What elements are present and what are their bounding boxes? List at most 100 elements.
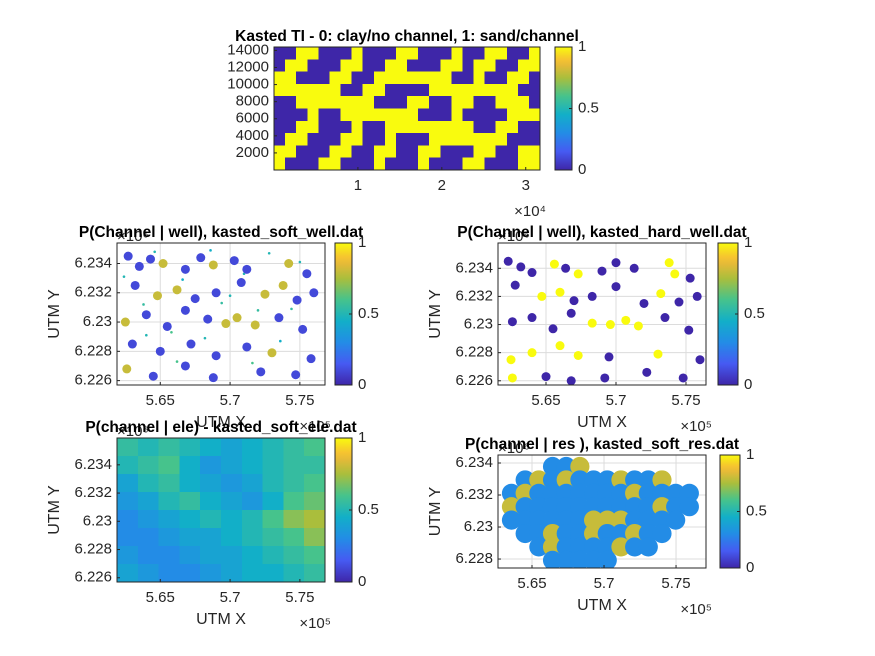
heatmap-cell [373, 120, 386, 134]
heatmap-cell [373, 157, 386, 170]
y-tick-label: 6000 [236, 110, 269, 127]
heatmap-cell [462, 133, 475, 146]
heatmap-cell [362, 120, 375, 134]
heatmap-cell [283, 456, 305, 475]
heatmap-cell [528, 133, 540, 146]
scatter-point [561, 263, 571, 273]
heatmap-cell [517, 47, 530, 60]
heatmap-cell [307, 96, 319, 110]
cell-point [652, 523, 672, 544]
heatmap-cell [440, 133, 452, 146]
scatter-point [573, 350, 583, 360]
heatmap-cell [307, 157, 319, 170]
heatmap-cell [241, 492, 264, 511]
scatter-point [566, 376, 576, 385]
heatmap-cell [384, 59, 397, 73]
heatmap-cell [285, 145, 297, 159]
scatter-point [527, 348, 537, 358]
heatmap-cell [318, 145, 331, 159]
heatmap-cell [340, 47, 353, 60]
y-axis-label: UTM Y [427, 486, 444, 536]
heatmap-cell [418, 96, 430, 110]
subplot: 5.65 5.7 5.75 6.228 6.23 6.232 6.234 UTM X UTM Y… [427, 436, 767, 618]
scatter-point [642, 367, 652, 377]
subplot: 5.65 5.7 5.75 6.226 6.228 6.23 6.232 6.234 UTM X… [46, 419, 379, 632]
x-tick-label: 2 [438, 177, 446, 194]
colorbar-tick-label: 0.5 [744, 305, 765, 322]
heatmap-cell [373, 133, 386, 146]
heatmap-cell [429, 108, 441, 122]
heatmap-cell [418, 157, 430, 170]
scatter-point [506, 355, 516, 365]
cell-point [515, 510, 535, 530]
scatter-point [221, 319, 231, 329]
scatter-point [190, 294, 200, 304]
heatmap-cell [283, 438, 305, 457]
cell-point [597, 510, 617, 530]
x-tick-label: 5.75 [285, 392, 314, 409]
heatmap-cell [296, 120, 308, 134]
cell-point [597, 483, 617, 503]
heatmap-cell [262, 564, 284, 582]
x-tick-label: 5.65 [517, 575, 546, 592]
x-axis-label: UTM X [577, 414, 627, 431]
scatter-point [130, 280, 140, 290]
colorbar-tick-label: 0 [358, 573, 366, 590]
scatter-point [158, 258, 168, 268]
scatter-point [170, 330, 173, 334]
heatmap-cell [351, 96, 364, 110]
scatter-point [180, 305, 190, 315]
scatter-point [122, 275, 126, 278]
scatter-point [587, 318, 597, 328]
heatmap-cell [484, 120, 497, 134]
heatmap-cell [200, 546, 222, 565]
y-tick-label: 6.23 [83, 512, 112, 529]
heatmap-cell [262, 456, 284, 475]
scatter-point [503, 256, 513, 266]
heatmap-cell [418, 133, 430, 146]
cell-point [501, 497, 522, 517]
heatmap-cell [528, 145, 540, 159]
heatmap-cell [506, 157, 519, 170]
cell-point [625, 483, 645, 503]
heatmap-cell [495, 47, 508, 60]
axes-box [116, 242, 326, 386]
scatter-point [639, 298, 649, 308]
heatmap-cell [137, 546, 160, 565]
scatter-point [155, 346, 165, 356]
heatmap-cell [137, 528, 160, 547]
heatmap-cell [285, 59, 297, 73]
scatter-point [180, 361, 190, 371]
heatmap-cell [307, 133, 319, 146]
heatmap-cell [462, 59, 475, 73]
y-exponent: ×10⁶ [117, 228, 149, 245]
y-tick-label: 6.228 [455, 344, 493, 361]
heatmap-cell [262, 438, 284, 457]
heatmap-cell [304, 492, 325, 511]
scatter-point [695, 355, 705, 365]
heatmap-cell [318, 71, 331, 85]
heatmap-cell [200, 564, 222, 582]
heatmap-cell [296, 96, 308, 110]
y-tick-label: 6.226 [74, 372, 112, 389]
heatmap-cell [528, 71, 540, 85]
heatmap-cell [451, 96, 464, 110]
scatter-point [290, 307, 293, 311]
heatmap-cell [495, 71, 508, 85]
heatmap-cell [440, 145, 452, 159]
heatmap-cell [221, 564, 243, 582]
scatter-point [507, 373, 517, 383]
scatter-point [172, 285, 182, 295]
heatmap-cell [407, 145, 419, 159]
scatter-point [175, 360, 179, 363]
heatmap-cell [340, 120, 353, 134]
heatmap-cell [241, 510, 264, 529]
cell-point [597, 497, 617, 517]
colorbar-tick-label: 0.5 [358, 501, 379, 518]
heatmap-cell [473, 120, 486, 134]
y-tick-label: 6.228 [74, 342, 112, 359]
cell-point [583, 470, 604, 490]
cell-point [542, 523, 563, 544]
heatmap-cell [285, 157, 297, 170]
